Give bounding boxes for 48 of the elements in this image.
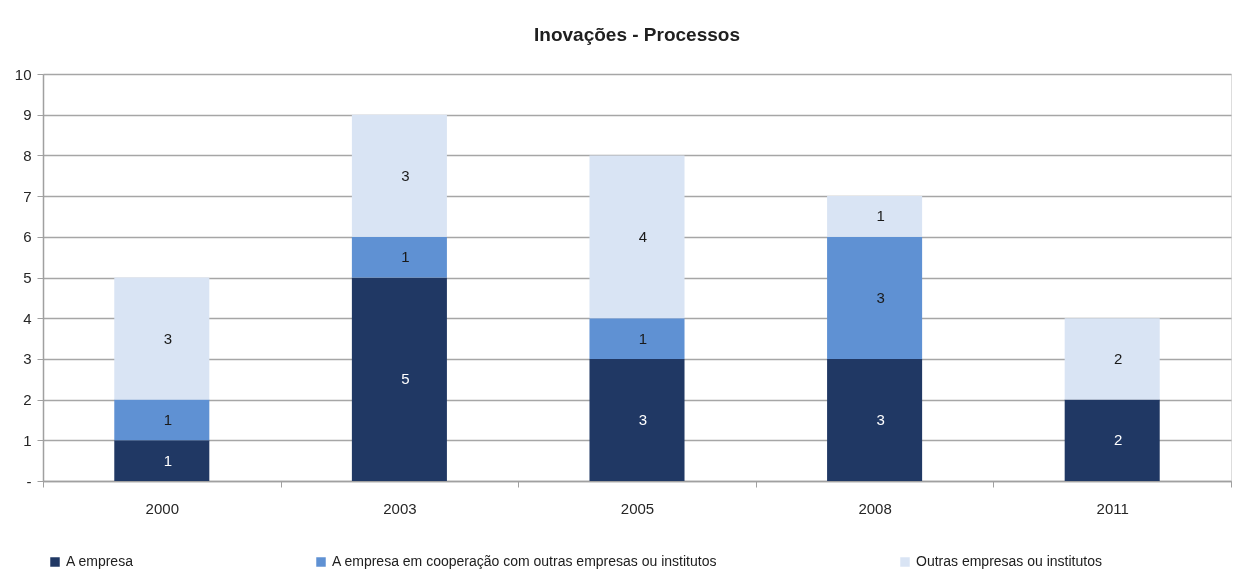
bar	[351, 114, 447, 237]
data-label: 3	[638, 410, 648, 428]
y-tick-label: 10	[14, 65, 32, 83]
data-label: 1	[163, 410, 172, 428]
x-tick-label: 2000	[145, 499, 179, 517]
data-label: 2	[1114, 349, 1123, 367]
y-tick-label: 4	[23, 309, 32, 327]
data-label: 3	[163, 329, 172, 347]
bar	[589, 155, 685, 319]
data-label: 3	[876, 288, 885, 306]
data-label: 1	[401, 248, 410, 266]
y-tick-label: 9	[23, 106, 32, 124]
data-label: 1	[876, 207, 885, 225]
bar	[589, 318, 685, 359]
bar	[114, 399, 210, 441]
y-tick-label: 6	[23, 228, 32, 246]
data-label: 1	[638, 329, 648, 347]
bar	[589, 358, 685, 481]
legend-label: A empresa em cooperação com outras empresas ou institutos	[332, 553, 717, 569]
bar	[827, 358, 923, 481]
y-tick-label: 7	[23, 187, 32, 205]
x-tick-label: 2008	[858, 499, 892, 517]
x-tick-label: 2011	[1096, 499, 1129, 517]
bar	[827, 196, 923, 237]
data-label: 4	[638, 227, 648, 245]
y-tick-label: -	[26, 472, 32, 490]
y-tick-label: 8	[23, 146, 32, 164]
legend-label: Outras empresas ou institutos	[916, 553, 1102, 569]
bar	[114, 440, 210, 481]
x-tick-label: 2003	[383, 499, 417, 517]
data-label: 1	[163, 451, 172, 469]
data-label: 3	[401, 166, 410, 184]
x-tick-label: 2005	[620, 499, 655, 517]
data-label: 2	[1114, 431, 1123, 449]
legend-label: A empresa	[66, 553, 134, 569]
bar	[827, 236, 923, 359]
chart-title: Inovações - Processos	[534, 24, 740, 45]
y-tick-label: 1	[23, 431, 32, 449]
y-tick-label: 5	[23, 269, 32, 286]
y-tick-label: 3	[23, 350, 32, 368]
y-tick-label: 2	[23, 391, 32, 409]
bar	[351, 236, 447, 278]
bar	[1064, 318, 1160, 400]
bar	[1064, 399, 1160, 481]
bar	[351, 277, 447, 481]
bar	[114, 277, 210, 400]
data-label: 5	[401, 370, 410, 388]
data-label: 3	[876, 410, 885, 428]
